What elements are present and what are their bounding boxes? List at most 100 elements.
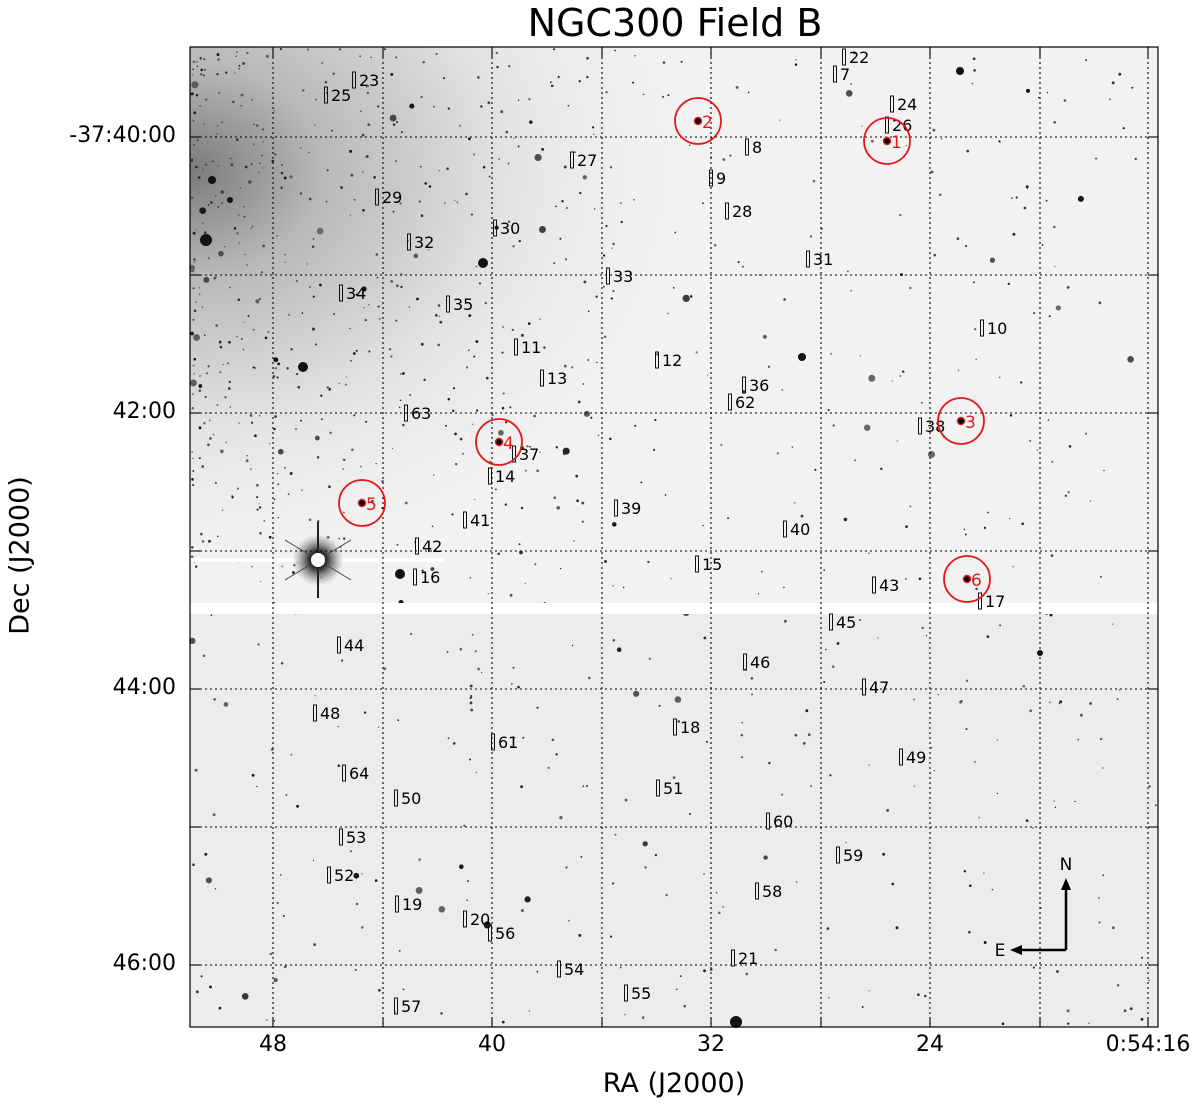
slit-outline bbox=[540, 369, 544, 387]
slit-label: 24 bbox=[897, 95, 917, 114]
slit-outline bbox=[488, 924, 492, 942]
y-axis-label: Dec (J2000) bbox=[4, 476, 36, 635]
compass-rose: N E bbox=[995, 855, 1073, 961]
slit-label: 31 bbox=[813, 250, 833, 269]
slit-label: 33 bbox=[613, 267, 633, 286]
target-dot bbox=[962, 574, 972, 584]
slit-outline bbox=[742, 376, 746, 394]
slit-outline bbox=[413, 568, 417, 586]
target-ring bbox=[475, 418, 523, 466]
target-dot bbox=[693, 116, 703, 126]
slit-outline bbox=[755, 882, 759, 900]
slit-label: 32 bbox=[414, 233, 434, 252]
slit-label: 22 bbox=[849, 48, 869, 67]
slit-label: 48 bbox=[320, 704, 340, 723]
slit-label: 57 bbox=[401, 997, 421, 1016]
target-dot bbox=[494, 437, 504, 447]
slit-label: 61 bbox=[498, 733, 518, 752]
slit-markers: 7891011121314151617181920212223242526272… bbox=[313, 48, 1007, 1016]
slit-label: 55 bbox=[631, 984, 651, 1003]
slit-marker: 58 bbox=[755, 882, 782, 901]
slit-outline bbox=[833, 65, 837, 83]
target-ring bbox=[937, 397, 985, 445]
slit-marker: 53 bbox=[339, 828, 366, 847]
slit-label: 50 bbox=[401, 789, 421, 808]
slit-outline bbox=[885, 116, 889, 134]
slit-label: 12 bbox=[662, 351, 682, 370]
slit-outline bbox=[673, 718, 677, 736]
slit-marker: 9 bbox=[709, 169, 726, 188]
slit-marker: 47 bbox=[862, 678, 889, 697]
slit-outline bbox=[918, 417, 922, 435]
slit-label: 10 bbox=[987, 319, 1007, 338]
slit-marker: 63 bbox=[404, 404, 431, 423]
x-tick-label: 24 bbox=[916, 1032, 944, 1057]
y-tick-label: -37:40:00 bbox=[69, 123, 176, 148]
saturated-star bbox=[190, 522, 445, 598]
target-dot bbox=[956, 416, 966, 426]
slit-label: 60 bbox=[773, 812, 793, 831]
slit-outline bbox=[656, 779, 660, 797]
slit-outline bbox=[743, 653, 747, 671]
slit-outline bbox=[728, 393, 732, 411]
slit-outline bbox=[375, 188, 379, 206]
x-tick-label: 48 bbox=[259, 1032, 287, 1057]
slit-label: 35 bbox=[453, 295, 473, 314]
x-axis-label: RA (J2000) bbox=[602, 1068, 746, 1099]
slit-marker: 33 bbox=[606, 267, 633, 286]
slit-outline bbox=[327, 866, 331, 884]
slit-label: 40 bbox=[790, 520, 810, 539]
target-label: 4 bbox=[503, 434, 514, 454]
target-label: 1 bbox=[891, 133, 902, 153]
slit-marker: 60 bbox=[766, 812, 793, 831]
slit-label: 45 bbox=[836, 613, 856, 632]
slit-marker: 31 bbox=[806, 250, 833, 269]
slit-label: 34 bbox=[346, 284, 366, 303]
target-ring bbox=[338, 479, 386, 527]
slit-outline bbox=[324, 86, 328, 104]
slit-label: 20 bbox=[470, 910, 490, 929]
slit-marker: 14 bbox=[488, 467, 515, 486]
slit-marker: 23 bbox=[352, 71, 379, 90]
slit-label: 37 bbox=[519, 445, 539, 464]
x-tick-label: 32 bbox=[697, 1032, 725, 1057]
slit-label: 36 bbox=[749, 376, 769, 395]
slit-marker: 32 bbox=[407, 233, 434, 252]
slit-outline bbox=[463, 910, 467, 928]
slit-marker: 35 bbox=[446, 295, 473, 314]
slit-marker: 34 bbox=[339, 284, 366, 303]
slit-outline bbox=[463, 511, 467, 529]
slit-outline bbox=[899, 748, 903, 766]
target-ring bbox=[943, 555, 991, 603]
slit-marker: 13 bbox=[540, 369, 567, 388]
circled-target: 2 bbox=[674, 97, 722, 145]
figure-title: NGC300 Field B bbox=[527, 1, 823, 45]
chip-gap bbox=[190, 603, 1158, 614]
slit-marker: 17 bbox=[978, 592, 1005, 611]
slit-marker: 42 bbox=[415, 537, 442, 556]
slit-label: 8 bbox=[752, 138, 762, 157]
slit-outline bbox=[862, 678, 866, 696]
slit-label: 28 bbox=[732, 202, 752, 221]
slit-outline bbox=[655, 351, 659, 369]
slit-outline bbox=[829, 613, 833, 631]
slit-outline bbox=[890, 95, 894, 113]
slit-outline bbox=[766, 812, 770, 830]
slit-label: 42 bbox=[422, 537, 442, 556]
y-tick-label: 46:00 bbox=[112, 951, 176, 976]
slit-label: 39 bbox=[621, 499, 641, 518]
slit-marker: 15 bbox=[695, 555, 722, 574]
slit-outline bbox=[493, 219, 497, 237]
slit-label: 56 bbox=[495, 924, 515, 943]
slit-label: 23 bbox=[359, 71, 379, 90]
slit-label: 46 bbox=[750, 653, 770, 672]
slit-outline bbox=[339, 284, 343, 302]
slit-outline bbox=[978, 592, 982, 610]
slit-marker: 7 bbox=[833, 65, 850, 84]
slit-label: 16 bbox=[420, 568, 440, 587]
circled-target: 3 bbox=[937, 397, 985, 445]
slit-marker: 18 bbox=[673, 718, 700, 737]
slit-outline bbox=[842, 48, 846, 66]
